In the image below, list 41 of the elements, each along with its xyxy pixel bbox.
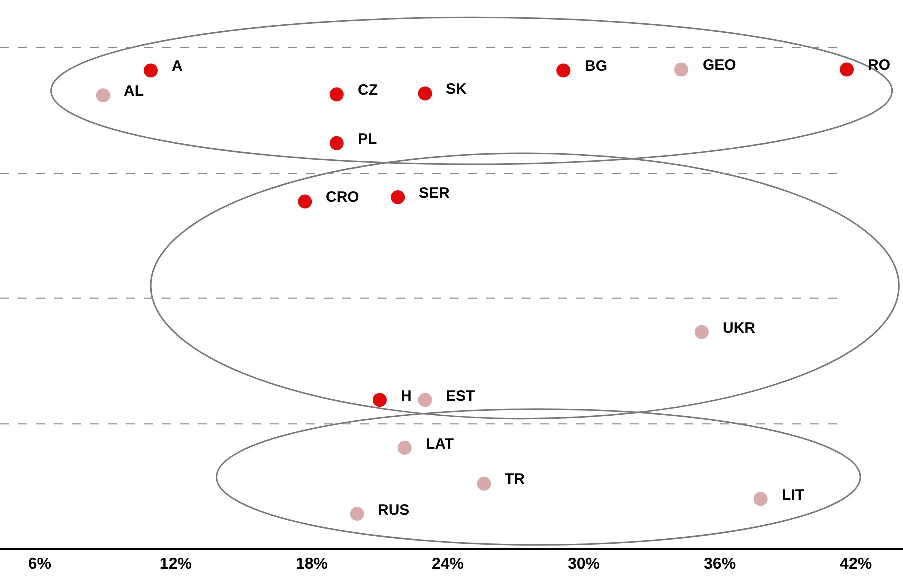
annotation: BG [585, 58, 608, 75]
point [556, 64, 571, 78]
point [391, 190, 406, 204]
point [398, 441, 412, 456]
point [350, 507, 364, 522]
x-tick-label: 18% [296, 556, 328, 574]
x-tick-label: 30% [568, 556, 600, 574]
annotation: TR [505, 471, 526, 488]
point [477, 476, 492, 491]
x-tick-label: 12% [160, 556, 192, 574]
point [418, 86, 432, 101]
point [674, 62, 688, 77]
x-tick-label: 36% [704, 556, 736, 574]
annotation: SER [419, 185, 450, 202]
annotation: LIT [782, 487, 804, 504]
annotation: PL [358, 131, 378, 148]
annotation: SK [446, 81, 468, 98]
annotation: LAT [426, 436, 454, 453]
point [754, 492, 768, 506]
point [840, 62, 854, 77]
x-tick-label: 24% [432, 556, 464, 574]
point [96, 88, 110, 103]
annotation: EST [446, 388, 476, 405]
annotation: GEO [703, 57, 737, 74]
point [372, 393, 387, 408]
annotation: UKR [723, 320, 756, 337]
point [418, 393, 432, 408]
point [330, 136, 344, 150]
point [694, 325, 709, 340]
annotation: CRO [326, 189, 360, 206]
annotation: CZ [358, 82, 378, 99]
annotation: H [401, 388, 412, 405]
annotation: RO [868, 57, 891, 74]
x-tick-label: 6% [28, 556, 52, 574]
point [144, 64, 158, 78]
annotation: RUS [378, 502, 410, 519]
point [298, 194, 312, 209]
annotation: AL [124, 83, 144, 100]
x-tick-label: 42% [840, 556, 872, 574]
point [330, 88, 344, 102]
annotation: A [172, 58, 183, 75]
